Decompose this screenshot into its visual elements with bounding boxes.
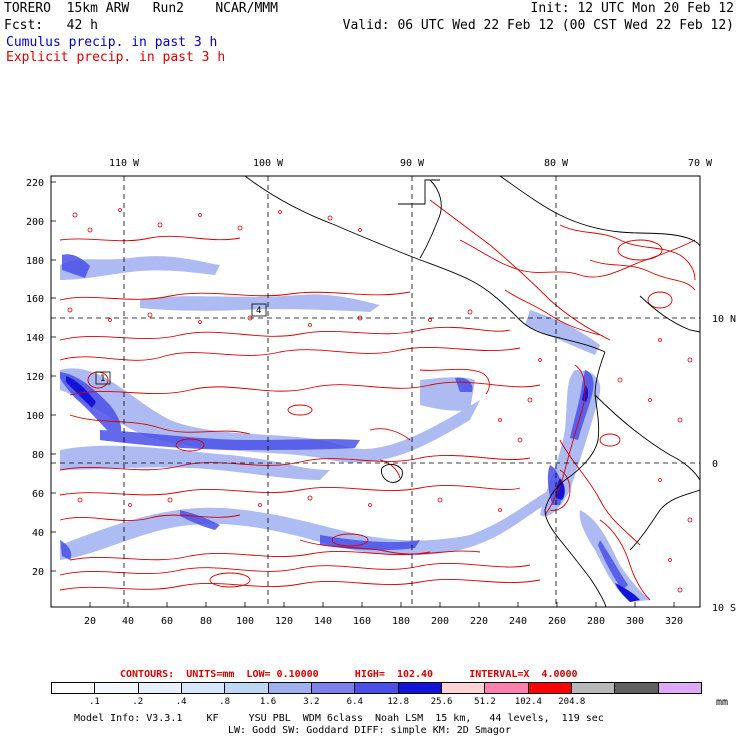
colorbar-label: 3.2	[303, 697, 320, 707]
y-tick-60: 60	[32, 489, 44, 500]
colorbar-label: .1	[88, 697, 100, 707]
x-tick-220: 220	[470, 616, 488, 627]
box-label-4: 4	[256, 306, 261, 316]
precip-field: 1 4	[51, 176, 700, 607]
x-tick-60: 60	[161, 616, 173, 627]
colorbar-swatch	[94, 683, 138, 693]
coastlines	[244, 176, 700, 607]
y-tick-40: 40	[32, 528, 44, 539]
lat-label-10s: 10 S	[712, 603, 736, 614]
colorbar-swatch	[570, 683, 615, 693]
x-tick-200: 200	[431, 616, 449, 627]
colorbar-swatch	[137, 683, 181, 693]
colorbar-label: 12.8	[387, 697, 410, 707]
colorbar-unit: mm	[716, 697, 729, 708]
legend-explicit-precip: Explicit precip. in past 3 h	[6, 50, 226, 65]
x-tick-280: 280	[587, 616, 605, 627]
x-axis	[89, 602, 675, 607]
x-tick-300: 300	[626, 616, 644, 627]
colorbar-label: 204.8	[558, 697, 586, 707]
header-model-title: TORERO 15km ARW Run2 NCAR/MMM	[4, 1, 278, 16]
colorbar-swatch	[267, 683, 311, 693]
colorbar-label: .2	[132, 697, 144, 707]
lon-label-70w: 70 W	[688, 158, 713, 169]
lon-label-110w: 110 W	[109, 158, 140, 169]
colorbar	[51, 682, 702, 694]
header-init-time: Init: 12 UTC Mon 20 Feb 12	[530, 1, 735, 16]
y-tick-20: 20	[32, 567, 44, 578]
box-label-1: 1	[100, 374, 105, 384]
station-boxes	[95, 303, 267, 385]
x-tick-160: 160	[353, 616, 371, 627]
lon-label-90w: 90 W	[400, 158, 425, 169]
explicit-precip-speckles	[67, 208, 693, 593]
colorbar-swatch	[354, 683, 398, 693]
x-tick-20: 20	[84, 616, 96, 627]
colorbar-label: .4	[175, 697, 187, 707]
y-tick-200: 200	[26, 217, 44, 228]
x-tick-80: 80	[200, 616, 212, 627]
lon-label-80w: 80 W	[544, 158, 569, 169]
x-tick-120: 120	[275, 616, 293, 627]
x-tick-180: 180	[392, 616, 410, 627]
colorbar-swatch	[397, 683, 441, 693]
explicit-precip-contours	[59, 199, 696, 601]
colorbar-label: 6.4	[346, 697, 363, 707]
colorbar-label: 25.6	[430, 697, 453, 707]
y-tick-180: 180	[26, 256, 44, 267]
colorbar-swatch	[310, 683, 355, 693]
colorbar-label: 1.6	[259, 697, 277, 707]
colorbar-swatch	[440, 683, 485, 693]
colorbar-swatch	[614, 683, 658, 693]
colorbar-swatch	[180, 683, 225, 693]
lon-label-100w: 100 W	[253, 158, 284, 169]
y-tick-100: 100	[26, 411, 44, 422]
x-tick-260: 260	[548, 616, 566, 627]
legend-cumulus-precip: Cumulus precip. in past 3 h	[6, 35, 218, 50]
x-tick-140: 140	[314, 616, 332, 627]
x-tick-320: 320	[665, 616, 683, 627]
colorbar-swatch	[657, 683, 701, 693]
lat-label-0: 0	[712, 459, 718, 470]
model-info-line2: LW: Godd SW: Goddard DIFF: simple KM: 2D…	[228, 725, 511, 736]
contour-info: CONTOURS: UNITS=mm LOW= 0.10000 HIGH= 10…	[120, 669, 578, 680]
cumulus-precip-heavy	[66, 376, 640, 602]
y-tick-220: 220	[26, 178, 44, 189]
latlon-grid	[51, 176, 700, 607]
y-axis	[51, 181, 56, 572]
y-tick-140: 140	[26, 333, 44, 344]
colorbar-label: 102.4	[514, 697, 542, 707]
header-valid-time: Valid: 06 UTC Wed 22 Feb 12 (00 CST Wed …	[342, 18, 734, 33]
y-tick-160: 160	[26, 294, 44, 305]
x-tick-100: 100	[236, 616, 254, 627]
x-tick-40: 40	[122, 616, 134, 627]
colorbar-swatch	[484, 683, 528, 693]
model-info-line1: Model Info: V3.3.1 KF YSU PBL WDM 6class…	[74, 713, 604, 724]
x-tick-240: 240	[509, 616, 527, 627]
colorbar-swatch	[224, 683, 268, 693]
y-tick-120: 120	[26, 372, 44, 383]
y-tick-80: 80	[32, 450, 44, 461]
colorbar-label: .8	[219, 697, 231, 707]
colorbar-swatch	[527, 683, 571, 693]
lat-label-10n: 10 N	[712, 314, 736, 325]
header-forecast-hour: Fcst: 42 h	[4, 18, 98, 33]
colorbar-swatch	[52, 683, 95, 693]
colorbar-label: 51.2	[474, 697, 496, 707]
map-frame	[50, 175, 701, 608]
